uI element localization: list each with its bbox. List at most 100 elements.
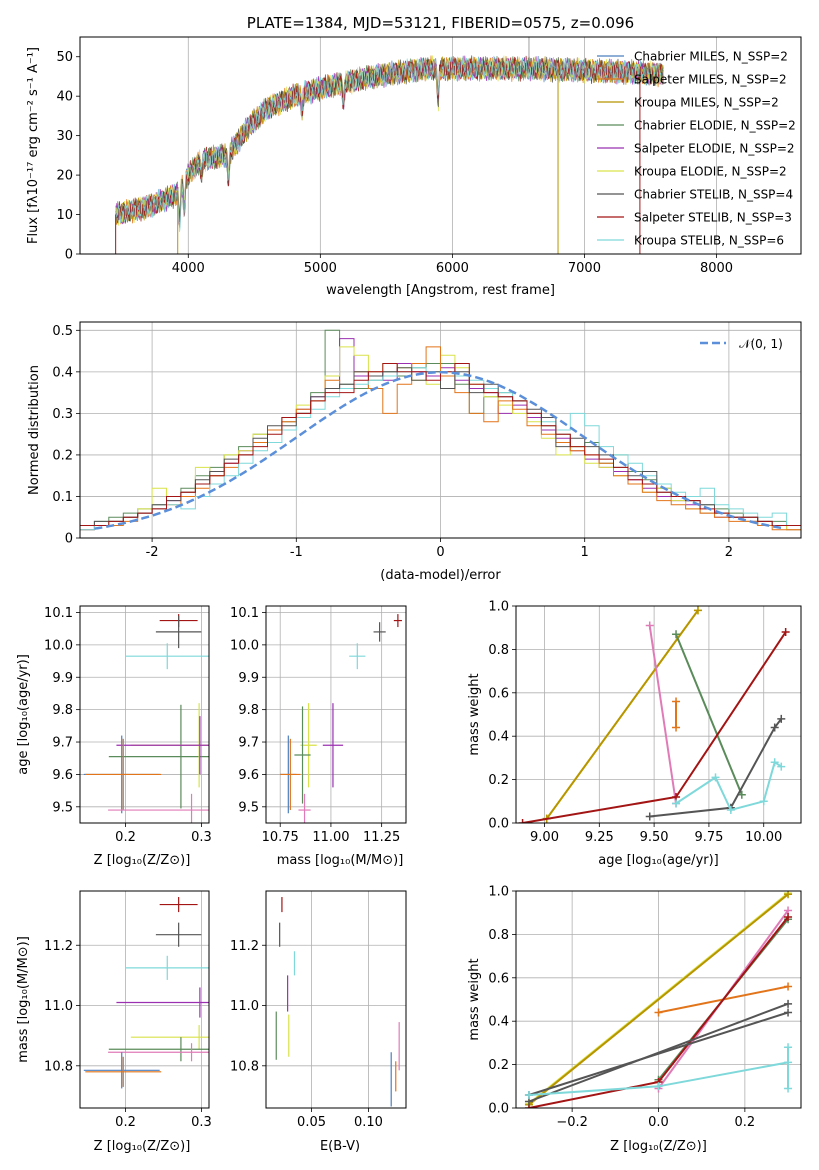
legend-label: Salpeter STELIB, N_SSP=3 [634,211,792,225]
errorbar-point [116,716,209,775]
x-tick-label: 9.75 [694,830,723,845]
weight-lines [518,606,790,823]
y-tick-label: 0.3 [52,407,73,422]
weight-series [524,999,793,1106]
axes-frame-0 [76,36,802,258]
axes-border [79,605,210,824]
weight-marker [524,1090,533,1099]
y-tick-label: 9.6 [52,768,73,783]
errorbar-point [130,1025,209,1050]
errorbar-point [85,1056,162,1087]
y-axis-label: Flux [fλ10⁻¹⁷ erg cm⁻² s⁻¹ A⁻¹] [26,47,41,244]
y-tick-label: 0.5 [52,324,73,339]
x-tick-label: 6000 [436,261,469,276]
legend-label: Chabrier ELODIE, N_SSP=2 [634,119,796,133]
errorbars [280,614,402,823]
x-axis-label: Z [log₁₀(Z/Z⊙)] [94,1139,191,1154]
weight-line [528,893,789,1106]
x-tick-label: −0.2 [556,1115,588,1130]
y-tick-label: 0.2 [488,773,509,788]
errorbar-point [108,793,209,823]
y-axis-label: mass weight [467,958,482,1040]
y-tick-label: 10.8 [44,1059,73,1074]
x-tick-label: 0.10 [354,1115,383,1130]
errorbar-point [373,622,386,642]
errorbar-point [322,703,344,788]
errorbar-point [125,955,209,980]
x-tick-label: 9.25 [585,830,614,845]
weight-marker [770,723,779,732]
y-tick-label: 0.0 [488,1102,509,1117]
x-tick-label: 9.00 [530,830,559,845]
x-tick-label: 0.2 [115,1115,136,1130]
weight-marker [672,723,681,732]
axes-frame-1 [76,321,802,542]
x-axis-label: (data-model)/error [380,568,501,583]
weight-series [784,1043,793,1093]
x-tick-label: 0.2 [735,1115,756,1130]
legend-label: Kroupa MILES, N_SSP=2 [634,96,779,110]
weight-marker [777,762,786,771]
weight-lines [524,891,793,1108]
weight-marker [784,999,793,1008]
x-tick-label: 8000 [700,261,733,276]
y-tick-label: 0 [65,532,73,547]
errorbar-point [83,1052,160,1089]
weight-series [672,758,786,814]
weight-line [649,718,783,818]
x-axis-label: mass [log₁₀(M/M⊙)] [277,853,404,868]
legend-spectrum [597,55,624,241]
axes-2 [80,606,209,823]
y-tick-label: 0.2 [488,1058,509,1073]
y-tick-label: 10.8 [230,1059,259,1074]
x-axis-label: Z [log₁₀(Z/Z⊙)] [94,853,191,868]
weight-marker [737,790,746,799]
axes-frame-3 [262,605,407,827]
weight-line [675,760,782,812]
y-tick-label: 0.4 [52,365,73,380]
weight-marker [781,628,790,637]
weight-marker [672,799,681,808]
weight-marker [654,1082,663,1091]
axes-border [265,890,407,1109]
errorbar-point [155,922,202,947]
y-tick-label: 9.8 [238,703,259,718]
y-tick-label: 11.0 [230,999,259,1014]
weight-marker [645,812,654,821]
weight-series [645,714,786,821]
y-tick-label: 11.0 [44,999,73,1014]
x-tick-label: 2 [725,545,733,560]
y-tick-label: 0.6 [488,686,509,701]
weight-marker [726,805,735,814]
x-axis-label: age [log₁₀(age/yr)] [598,853,719,868]
errorbar-point [85,738,162,811]
errorbar-point [108,704,209,809]
errorbars [83,614,209,823]
spectrum-line [115,55,664,224]
y-tick-label: 9.7 [52,736,73,751]
weight-marker [645,621,654,630]
y-tick-label: 10.0 [230,638,259,653]
x-axis-label: E(B-V) [320,1139,360,1154]
y-tick-label: 9.8 [52,703,73,718]
y-axis-label: mass [log₁₀(M/M⊙)] [16,936,31,1063]
errorbar-point [349,643,366,670]
y-tick-label: 50 [56,50,73,65]
y-axis-label: age [log₁₀(age/yr)] [16,654,31,775]
errorbars [275,897,400,1107]
weight-line [545,609,699,820]
y-tick-label: 0.1 [52,490,73,505]
axes-frame-7 [512,890,802,1112]
legend-label: Salpeter MILES, N_SSP=2 [634,73,787,87]
spectrum-lines [115,37,664,254]
y-tick-label: 10.0 [44,638,73,653]
x-tick-label: 0.3 [191,1115,212,1130]
x-tick-label: 10.75 [262,830,299,845]
legend-label: Chabrier STELIB, N_SSP=4 [634,188,793,202]
y-tick-label: 40 [56,90,73,105]
legend-label: Salpeter ELODIE, N_SSP=2 [634,142,795,156]
axes-border [515,605,802,824]
x-tick-label: 9.50 [640,830,669,845]
weight-series [672,697,681,732]
